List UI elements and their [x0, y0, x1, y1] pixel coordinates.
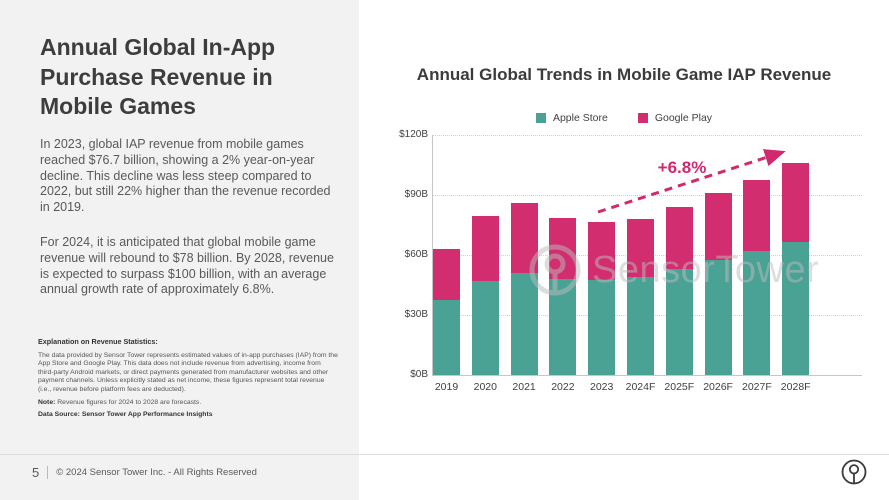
x-tick-label: 2020: [473, 381, 497, 393]
bar-segment-apple-store: [704, 260, 732, 375]
y-axis-line: [432, 135, 433, 375]
bar-segment-google-play: [704, 193, 732, 260]
page-number: 5: [32, 464, 40, 480]
stacked-bar-2023: [588, 221, 616, 375]
note-line: Note: Revenue figures for 2024 to 2028 a…: [38, 399, 338, 406]
footer-divider: [0, 454, 889, 455]
explanation-heading: Explanation on Revenue Statistics:: [38, 337, 158, 346]
y-tick-label: $90B: [404, 189, 428, 200]
bar-segment-apple-store: [743, 251, 771, 375]
y-tick-label: $30B: [404, 309, 428, 320]
note-label: Note:: [38, 399, 56, 407]
x-tick-label: 2026F: [703, 381, 733, 393]
y-tick-label: $120B: [399, 129, 428, 140]
paragraph-2023-summary: In 2023, global IAP revenue from mobile …: [40, 137, 331, 215]
stacked-bar-2019: [433, 249, 460, 375]
footer-separator: [47, 465, 49, 479]
gridline: [432, 135, 862, 136]
bar-segment-apple-store: [471, 281, 499, 375]
bar-segment-apple-store: [433, 300, 460, 375]
page-title: Annual Global In-App Purchase Revenue in…: [40, 34, 276, 119]
chart-legend: Apple Store Google Play: [379, 112, 869, 124]
bar-segment-google-play: [433, 249, 460, 300]
legend-label: Apple Store: [552, 112, 608, 124]
x-tick-label: 2023: [590, 381, 614, 393]
x-tick-label: 2025F: [664, 381, 695, 393]
bar-segment-google-play: [588, 221, 616, 280]
stacked-bar-2024F: [627, 219, 654, 375]
x-axis-line: [432, 375, 862, 376]
legend-item: Google Play: [637, 112, 713, 124]
stacked-bar-2026F: [704, 193, 732, 375]
copyright-text: © 2024 Sensor Tower Inc. - All Rights Re…: [56, 466, 257, 478]
gridline: [432, 195, 862, 196]
sensor-tower-logo-icon: [841, 459, 867, 485]
bar-segment-google-play: [743, 180, 771, 251]
bar-segment-google-play: [471, 216, 499, 281]
stacked-bar-2020: [471, 216, 499, 375]
bar-segment-google-play: [627, 219, 654, 277]
x-tick-label: 2022: [551, 381, 575, 393]
x-tick-label: 2028F: [780, 381, 811, 393]
chart-plot-area: [432, 135, 862, 376]
x-tick-label: 2024F: [625, 381, 656, 393]
stacked-bar-2027F: [743, 180, 771, 375]
data-source-line: Data Source: Sensor Tower App Performanc…: [38, 411, 213, 419]
explanation-body: The data provided by Sensor Tower repres…: [38, 352, 338, 393]
stacked-bar-2028F: [782, 163, 810, 375]
bar-segment-apple-store: [782, 242, 810, 375]
left-panel: Annual Global In-App Purchase Revenue in…: [0, 0, 359, 500]
x-tick-label: 2027F: [742, 381, 772, 393]
bar-segment-google-play: [782, 163, 810, 242]
note-text: Revenue figures for 2024 to 2028 are for…: [55, 399, 202, 407]
x-tick-label: 2021: [512, 381, 536, 393]
stacked-bar-2021: [510, 203, 538, 375]
footer: 5 © 2024 Sensor Tower Inc. - All Rights …: [32, 462, 257, 482]
bar-segment-apple-store: [588, 279, 616, 375]
legend-swatch-icon: [535, 113, 546, 123]
legend-item: Apple Store: [535, 112, 608, 124]
fineprint-block: Explanation on Revenue Statistics: The d…: [38, 337, 338, 418]
paragraph-forecast: For 2024, it is anticipated that global …: [40, 235, 334, 297]
bar-segment-google-play: [665, 207, 693, 269]
bar-segment-apple-store: [627, 277, 654, 375]
chart-title: Annual Global Trends in Mobile Game IAP …: [416, 65, 832, 84]
growth-annotation-label: +6.8%: [658, 158, 707, 177]
growth-arrow: +6.8%: [597, 149, 786, 214]
stacked-bar-2025F: [665, 207, 693, 375]
legend-swatch-icon: [637, 113, 648, 123]
x-tick-label: 2019: [434, 381, 459, 393]
bar-segment-apple-store: [665, 269, 693, 375]
y-tick-label: $0B: [410, 369, 428, 380]
legend-label: Google Play: [654, 112, 713, 124]
y-tick-label: $60B: [404, 249, 428, 260]
